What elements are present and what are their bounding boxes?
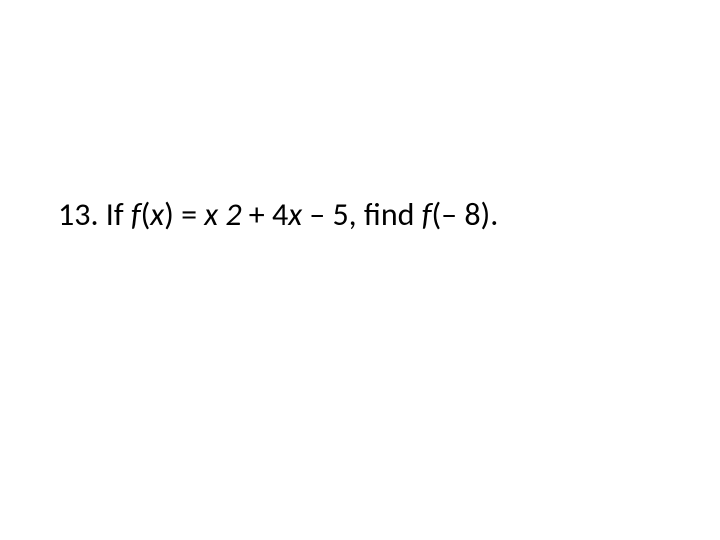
variable-x-3: x xyxy=(288,195,302,234)
variable-x-1: x xyxy=(150,195,164,234)
equals-sign: = xyxy=(174,195,204,234)
exponent-2: 2 xyxy=(225,195,241,234)
minus-5-find: – 5, find xyxy=(302,195,422,234)
function-f-1: f xyxy=(131,195,141,234)
problem-text: 13. If f(x) = x 2 + 4x – 5, find f(– 8). xyxy=(58,195,498,234)
text-if: If xyxy=(99,195,131,234)
problem-number: 13. xyxy=(58,195,99,234)
function-f-2: f xyxy=(422,195,432,234)
variable-x-2: x xyxy=(204,195,218,234)
argument-neg-8: (– 8). xyxy=(431,195,498,234)
plus-4: + 4 xyxy=(242,195,289,234)
close-paren-1: ) xyxy=(164,195,174,234)
open-paren-1: ( xyxy=(141,195,151,234)
